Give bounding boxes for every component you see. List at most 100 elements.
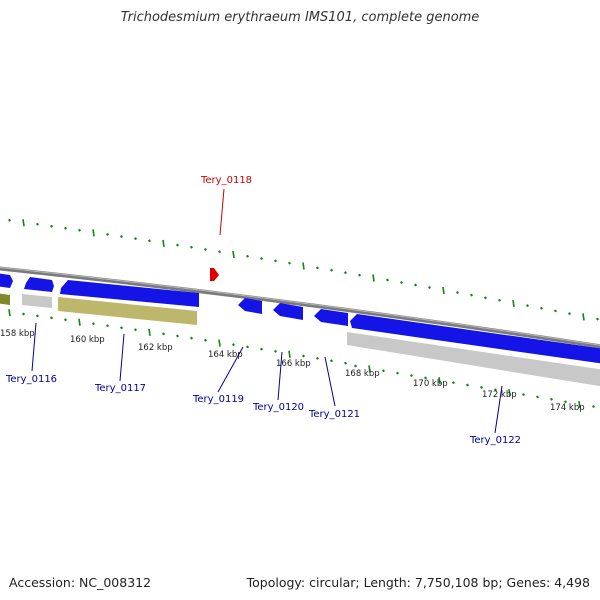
tick-mark bbox=[536, 395, 539, 399]
tick-mark bbox=[78, 318, 81, 326]
tick-mark bbox=[134, 328, 137, 332]
feature-olive[interactable] bbox=[0, 293, 10, 305]
tick-label: 174 kbp bbox=[550, 403, 585, 413]
gene-label-tery-0117[interactable]: Tery_0117 bbox=[94, 383, 146, 394]
tick-mark bbox=[526, 304, 529, 308]
tick-mark bbox=[22, 219, 25, 227]
genome-backbone bbox=[0, 266, 600, 349]
tick-mark bbox=[120, 326, 123, 330]
tick-mark bbox=[578, 400, 581, 409]
tick-label: 168 kbp bbox=[345, 369, 380, 379]
tick-mark bbox=[204, 338, 207, 342]
tick-mark bbox=[302, 354, 305, 358]
gene-tery-0118-arrow[interactable] bbox=[210, 268, 219, 281]
gene-label-tery-0122[interactable]: Tery_0122 bbox=[469, 435, 521, 446]
feature-olive[interactable] bbox=[58, 297, 197, 325]
tick-mark bbox=[582, 313, 585, 321]
tick-mark bbox=[386, 278, 389, 282]
tick-mark bbox=[466, 383, 469, 387]
tick-label: 170 kbp bbox=[413, 379, 448, 389]
tick-mark bbox=[260, 257, 263, 261]
tick-mark bbox=[106, 324, 109, 328]
tick-mark bbox=[424, 376, 427, 380]
reverse-strand-features bbox=[0, 293, 600, 387]
tick-mark bbox=[190, 245, 193, 249]
tick-mark bbox=[246, 345, 249, 349]
tick-mark bbox=[368, 365, 371, 373]
gene-labels: Tery_0116 Tery_0117 Tery_0118 Tery_0119 Tery… bbox=[5, 175, 521, 446]
tick-mark bbox=[330, 268, 333, 272]
tick-mark bbox=[494, 388, 497, 392]
gene-label-tery-0116[interactable]: Tery_0116 bbox=[5, 374, 57, 385]
label-leader-line bbox=[119, 333, 125, 382]
gene-label-tery-0121[interactable]: Tery_0121 bbox=[308, 409, 360, 420]
tick-mark bbox=[414, 283, 417, 287]
gene-arrow[interactable] bbox=[350, 314, 600, 364]
tick-mark bbox=[498, 298, 501, 302]
gene-arrow[interactable] bbox=[24, 277, 54, 292]
tick-mark bbox=[78, 228, 81, 232]
gene-arrow[interactable] bbox=[273, 303, 303, 320]
tick-mark bbox=[8, 309, 11, 317]
tick-mark bbox=[64, 226, 67, 230]
accession-text: Accession: NC_008312 bbox=[9, 575, 152, 590]
tick-mark bbox=[568, 312, 571, 316]
tick-label: 172 kbp bbox=[482, 390, 517, 400]
tick-mark bbox=[36, 222, 39, 226]
forward-strand-genes bbox=[0, 273, 600, 364]
tick-mark bbox=[344, 271, 347, 275]
tick-mark bbox=[246, 254, 249, 258]
tick-label: 166 kbp bbox=[276, 359, 311, 369]
tick-mark bbox=[382, 369, 385, 373]
outer-tick-marks bbox=[8, 218, 599, 321]
tick-mark bbox=[480, 385, 483, 389]
tick-mark bbox=[92, 229, 95, 237]
tick-mark bbox=[372, 274, 375, 282]
map-title: Trichodesmium erythraeum IMS101, complet… bbox=[120, 10, 480, 25]
tick-mark bbox=[190, 336, 193, 340]
tick-mark bbox=[218, 250, 221, 254]
tick-mark bbox=[260, 347, 263, 351]
tick-label: 164 kbp bbox=[208, 350, 243, 360]
gene-label-leaders bbox=[31, 188, 503, 434]
tick-mark bbox=[428, 285, 431, 289]
tick-mark bbox=[162, 332, 165, 336]
tick-mark bbox=[316, 266, 319, 270]
tick-mark bbox=[564, 400, 567, 404]
tick-mark bbox=[64, 318, 67, 322]
label-leader-line bbox=[219, 188, 225, 236]
tick-mark bbox=[550, 397, 553, 401]
tick-mark bbox=[330, 359, 333, 363]
tick-label: 162 kbp bbox=[138, 343, 173, 353]
gene-arrow[interactable] bbox=[60, 280, 199, 307]
tick-mark bbox=[484, 296, 487, 300]
tick-mark bbox=[354, 364, 357, 368]
tick-mark bbox=[232, 250, 235, 259]
feature-grey[interactable] bbox=[22, 294, 52, 308]
tick-mark bbox=[508, 389, 511, 397]
gene-arrow[interactable] bbox=[314, 309, 348, 326]
genome-summary-text: Topology: circular; Length: 7,750,108 bp… bbox=[246, 575, 590, 590]
tick-mark bbox=[36, 314, 39, 318]
tick-mark bbox=[358, 273, 361, 277]
tick-mark bbox=[442, 286, 445, 295]
tick-mark bbox=[106, 232, 109, 236]
feature-grey[interactable] bbox=[347, 332, 600, 387]
tick-mark bbox=[288, 261, 291, 265]
gene-label-tery-0120[interactable]: Tery_0120 bbox=[252, 402, 304, 413]
tick-mark bbox=[316, 356, 319, 360]
label-leader-line bbox=[277, 351, 283, 401]
tick-mark bbox=[344, 361, 347, 365]
gene-label-tery-0118[interactable]: Tery_0118 bbox=[200, 175, 252, 186]
tick-mark bbox=[148, 239, 151, 243]
tick-mark bbox=[452, 381, 455, 385]
tick-label: 158 kbp bbox=[0, 329, 35, 339]
tick-mark bbox=[120, 235, 123, 239]
gene-arrow[interactable] bbox=[0, 273, 13, 288]
tick-mark bbox=[22, 312, 25, 316]
gene-label-tery-0119[interactable]: Tery_0119 bbox=[192, 394, 244, 405]
gene-arrow[interactable] bbox=[238, 298, 262, 314]
kbp-tick-labels: 158 kbp 160 kbp 162 kbp 164 kbp 166 kbp 168 k… bbox=[0, 329, 585, 413]
tick-mark bbox=[512, 299, 515, 308]
